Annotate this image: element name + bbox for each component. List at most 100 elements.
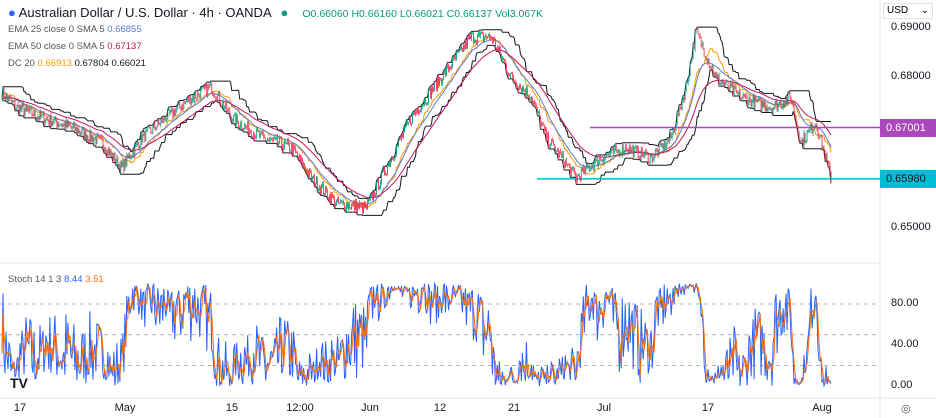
candle-body [526, 88, 527, 97]
candle-body [127, 154, 129, 158]
candle-body [284, 140, 286, 148]
candle-body [566, 164, 568, 166]
candle-body [533, 101, 534, 104]
candle-body [280, 137, 282, 139]
candle-body [505, 61, 506, 65]
candle-body [295, 148, 296, 153]
candle-body [819, 137, 821, 138]
candle-body [521, 87, 522, 93]
candle-body [734, 85, 736, 88]
candle-body [825, 153, 827, 161]
candle-body [730, 82, 732, 87]
candle-body [680, 106, 682, 109]
candle-body [600, 159, 602, 161]
candle-body [655, 150, 657, 152]
candle-body [131, 156, 133, 158]
candle-body [290, 150, 292, 152]
candle-body [780, 101, 782, 108]
candle-body [16, 104, 18, 109]
candle-body [268, 139, 270, 141]
candle-body [324, 194, 325, 195]
candle-body [616, 149, 618, 153]
candle-body [271, 137, 273, 139]
dc-legend[interactable]: DC 20 0.66913 0.67804 0.66021 [8, 58, 146, 69]
candle-body [3, 88, 5, 98]
symbol-title[interactable]: ● Australian Dollar / U.S. Dollar · 4h ·… [8, 5, 288, 20]
settings-gear-icon[interactable]: ◎ [901, 403, 911, 415]
candle-body [337, 197, 338, 201]
time-label: 17 [13, 402, 27, 414]
ema25-legend[interactable]: EMA 25 close 0 SMA 5 0.66855 [8, 24, 142, 35]
candle-body [737, 93, 739, 94]
candle-body [249, 130, 251, 135]
candle-body [768, 108, 770, 110]
candle-body [272, 138, 274, 140]
candle-body [60, 124, 62, 126]
candle-body [470, 35, 471, 39]
currency-select[interactable]: USD ⌄ [883, 3, 933, 19]
candle-body [666, 139, 668, 145]
candle-body [732, 84, 734, 95]
ema50-legend[interactable]: EMA 50 close 0 SMA 5 0.67137 [8, 41, 142, 52]
candle-body [653, 155, 655, 159]
candle-body [387, 166, 388, 174]
candle-body [687, 79, 689, 83]
candle-body [511, 72, 512, 74]
candle-body [298, 156, 299, 159]
candle-body [334, 196, 335, 206]
candle-body [145, 129, 147, 142]
candle-body [278, 143, 280, 145]
candle-body [462, 48, 463, 52]
candle-body [796, 122, 798, 126]
candle-body [68, 121, 70, 125]
candle-body [442, 80, 443, 84]
stoch-legend[interactable]: Stoch 14 1 3 8.44 3.51 [8, 274, 104, 285]
candle-body [592, 165, 594, 170]
candle-body [573, 169, 575, 173]
candle-body [463, 45, 464, 52]
candle-body [425, 98, 426, 104]
candle-body [395, 154, 396, 158]
candle-body [279, 137, 281, 144]
candle-body [514, 80, 515, 83]
candle-body [384, 168, 385, 175]
candle-body [11, 100, 13, 101]
candle-body [466, 40, 467, 49]
candle-body [614, 146, 616, 149]
candle-body [328, 198, 329, 200]
candle-body [699, 36, 701, 38]
candle-body [626, 150, 628, 152]
candle-body [670, 132, 672, 139]
candle-body [584, 167, 586, 174]
candle-body [788, 93, 790, 94]
candle-body [712, 66, 714, 74]
candle-body [138, 143, 140, 149]
candle-body [135, 144, 137, 145]
candle-body [210, 82, 212, 86]
candle-body [355, 201, 356, 210]
candle-body [81, 128, 83, 134]
candle-body [405, 125, 406, 127]
candle-body [830, 171, 832, 182]
candle-body [455, 57, 456, 59]
candle-body [107, 148, 109, 156]
candle-body [232, 121, 234, 124]
candle-body [759, 98, 761, 100]
candle-body [798, 132, 800, 140]
candle-body [196, 98, 198, 99]
candle-body [110, 149, 112, 155]
candle-body [651, 154, 653, 162]
candle-body [19, 106, 21, 114]
candle-body [391, 158, 392, 163]
candle-body [739, 90, 741, 101]
candle-body [500, 47, 501, 55]
candle-body [314, 175, 315, 186]
candle-body [531, 98, 532, 101]
candle-body [696, 29, 698, 31]
candle-body [394, 157, 395, 160]
candle-body [576, 175, 578, 182]
candle-body [217, 95, 219, 102]
candle-body [55, 116, 57, 123]
candle-body [377, 180, 378, 183]
